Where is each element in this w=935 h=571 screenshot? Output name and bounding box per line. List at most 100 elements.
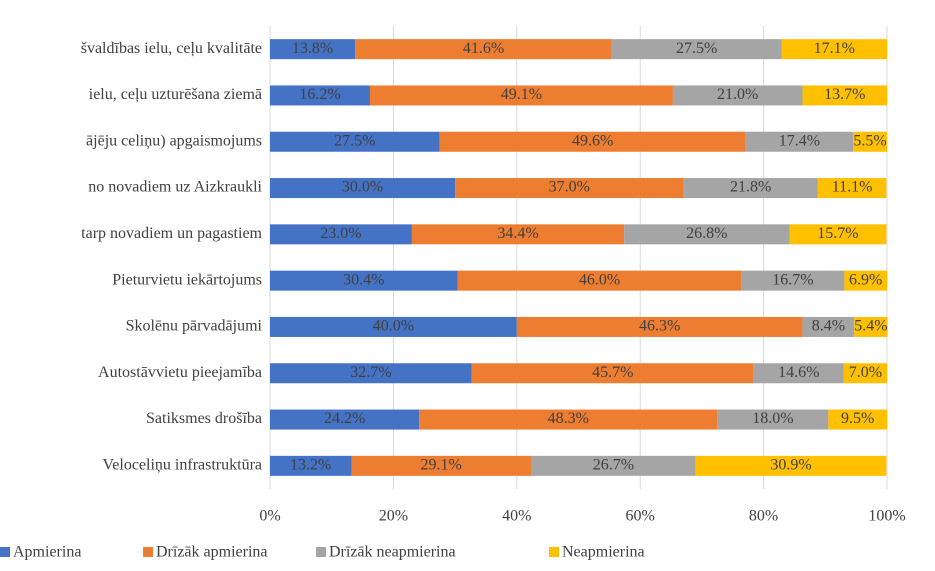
data-label: 49.1% <box>501 86 542 103</box>
category-label: ielu, ceļu uzturēšana ziemā <box>89 86 262 103</box>
bar-segment <box>439 131 746 152</box>
category-label: no novadiem uz Aizkraukli <box>88 179 262 196</box>
data-label: 30.4% <box>343 271 384 288</box>
data-label: 40.0% <box>373 318 414 335</box>
bar-segment <box>624 224 790 245</box>
bar-segment <box>683 178 818 199</box>
data-label: 49.6% <box>572 132 613 149</box>
x-tick-label: 0% <box>259 508 280 525</box>
bar-segment <box>717 409 829 430</box>
category-label: Autostāvvietu pieejamība <box>98 364 262 381</box>
bar-segment <box>516 316 803 337</box>
bar-segment <box>843 363 887 384</box>
data-label: 18.0% <box>752 410 793 427</box>
bar-segment <box>530 455 696 476</box>
data-label: 26.7% <box>593 457 634 474</box>
bar-segment <box>270 455 352 476</box>
bar-segment <box>351 455 531 476</box>
bar-segment <box>270 363 472 384</box>
bar-segment <box>270 178 456 199</box>
bar-segment <box>270 409 420 430</box>
category-label: Satiksmes drošība <box>146 410 262 427</box>
x-tick-label: 80% <box>749 508 778 525</box>
data-label: 26.8% <box>686 225 727 242</box>
data-label: 27.5% <box>334 132 375 149</box>
data-label: 14.6% <box>778 364 819 381</box>
data-label: 45.7% <box>592 364 633 381</box>
bar-segment <box>455 178 684 199</box>
data-label: 7.0% <box>849 364 882 381</box>
category-label: tarp novadiem un pagastiem <box>81 225 262 242</box>
data-label: 9.5% <box>841 410 874 427</box>
legend-swatch <box>549 547 559 557</box>
category-label: Veloceliņu infrastruktūra <box>103 457 263 474</box>
bar-segment <box>270 224 412 245</box>
data-label: 30.9% <box>770 457 811 474</box>
bar-segment <box>781 39 887 60</box>
bar-segment <box>802 85 887 106</box>
bar-segment <box>753 363 844 384</box>
data-label: 46.0% <box>579 271 620 288</box>
category-label: ājēju celiņu) apgaismojums <box>86 132 262 149</box>
bar-segment <box>741 270 845 291</box>
data-label: 16.2% <box>299 86 340 103</box>
data-label: 17.1% <box>814 40 855 57</box>
bar-segment <box>853 131 887 152</box>
data-label: 32.7% <box>350 364 391 381</box>
bar-segment <box>355 39 612 60</box>
data-label: 13.7% <box>824 86 865 103</box>
bar-segment <box>270 85 370 106</box>
x-tick-label: 100% <box>868 508 905 525</box>
data-label: 21.0% <box>717 86 758 103</box>
data-label: 8.4% <box>812 318 845 335</box>
bar-segment <box>471 363 754 384</box>
data-label: 5.5% <box>853 132 886 149</box>
bar-segment <box>369 85 673 106</box>
bar-segment <box>457 270 742 291</box>
category-label: Skolēnu pārvadājumi <box>126 318 263 335</box>
x-tick-label: 60% <box>626 508 655 525</box>
data-label: 34.4% <box>497 225 538 242</box>
data-label: 13.2% <box>290 457 331 474</box>
legend-label: Neapmierina <box>562 544 645 561</box>
legend-swatch <box>316 547 326 557</box>
bar-segment <box>270 131 440 152</box>
legend-label: Drīzāk apmierina <box>156 544 268 561</box>
data-label: 24.2% <box>324 410 365 427</box>
data-label: 11.1% <box>832 179 873 196</box>
bar-segment <box>411 224 625 245</box>
data-label: 6.9% <box>849 271 882 288</box>
data-label: 29.1% <box>421 457 462 474</box>
bar-segment <box>745 131 854 152</box>
data-label: 15.7% <box>817 225 858 242</box>
data-label: 48.3% <box>548 410 589 427</box>
data-label: 37.0% <box>549 179 590 196</box>
bar-segment <box>270 316 517 337</box>
bar-segment <box>789 224 887 245</box>
legend-swatch <box>0 547 10 557</box>
bar-segment <box>802 316 855 337</box>
data-label: 30.0% <box>342 179 383 196</box>
category-label: švaldības ielu, ceļu kvalitāte <box>81 40 262 57</box>
data-label: 16.7% <box>772 271 813 288</box>
legend-label: Drīzāk neapmierina <box>329 544 456 561</box>
data-label: 13.8% <box>292 40 333 57</box>
bar-segment <box>270 270 458 291</box>
bar-segment <box>828 409 887 430</box>
bar-segment <box>672 85 803 106</box>
data-label: 23.0% <box>320 225 361 242</box>
bar-segment <box>611 39 782 60</box>
data-label: 17.4% <box>779 132 820 149</box>
bar-segment <box>419 409 718 430</box>
data-label: 21.8% <box>730 179 771 196</box>
bar-segment <box>854 316 888 337</box>
bar-segment <box>844 270 887 291</box>
data-label: 5.4% <box>854 318 887 335</box>
data-label: 41.6% <box>463 40 504 57</box>
bar-segment <box>270 39 356 60</box>
data-label: 46.3% <box>639 318 680 335</box>
data-label: 27.5% <box>676 40 717 57</box>
legend-swatch <box>143 547 153 557</box>
bar-segment <box>817 178 887 199</box>
